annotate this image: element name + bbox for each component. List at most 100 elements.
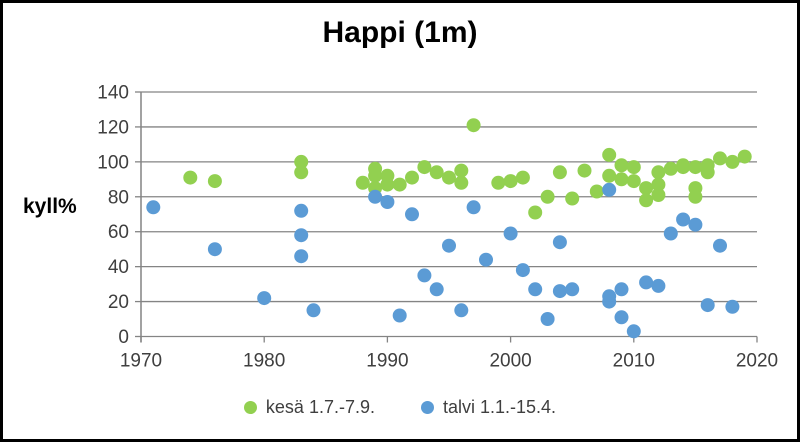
- data-point-kesa: [207, 174, 222, 189]
- data-point-talvi: [294, 228, 309, 243]
- data-point-kesa: [688, 160, 703, 175]
- data-point-kesa: [392, 177, 407, 192]
- data-point-kesa: [713, 151, 727, 166]
- x-tick-label: 2000: [489, 351, 531, 372]
- data-point-kesa: [294, 154, 309, 169]
- data-point-talvi: [503, 226, 518, 241]
- x-tick-label: 1990: [366, 351, 408, 372]
- x-tick-label: 1980: [243, 351, 285, 372]
- data-point-kesa: [405, 170, 419, 185]
- data-point-talvi: [442, 238, 456, 253]
- data-point-talvi: [700, 298, 715, 313]
- data-point-talvi: [392, 308, 407, 323]
- data-point-talvi: [663, 226, 678, 241]
- data-point-talvi: [602, 294, 617, 309]
- y-tick-label: 80: [108, 187, 129, 208]
- data-point-kesa: [466, 118, 481, 133]
- kesa-legend-dot-icon: [243, 401, 257, 414]
- data-point-talvi: [466, 200, 481, 215]
- data-point-kesa: [602, 168, 617, 183]
- data-point-kesa: [614, 158, 629, 173]
- data-point-kesa: [639, 181, 654, 196]
- data-point-kesa: [700, 158, 715, 173]
- data-point-talvi: [405, 207, 419, 222]
- data-point-kesa: [442, 170, 456, 185]
- data-point-kesa: [651, 165, 666, 180]
- data-point-kesa: [614, 172, 629, 187]
- data-point-kesa: [725, 154, 740, 169]
- data-point-talvi: [626, 324, 641, 339]
- data-point-kesa: [380, 177, 395, 192]
- data-point-kesa: [737, 149, 752, 164]
- data-point-kesa: [355, 175, 370, 190]
- data-point-talvi: [528, 282, 543, 297]
- data-point-kesa: [602, 147, 617, 162]
- data-point-kesa: [540, 189, 555, 204]
- data-point-kesa: [503, 174, 518, 189]
- data-point-kesa: [688, 189, 703, 204]
- data-point-talvi: [380, 195, 395, 209]
- legend-item-talvi: talvi 1.1.-15.4.: [421, 397, 556, 418]
- kesa-legend-label: kesä 1.7.-7.9.: [265, 397, 375, 417]
- data-point-kesa: [565, 191, 580, 206]
- data-point-kesa: [528, 205, 543, 220]
- y-tick-label: 60: [108, 222, 129, 243]
- data-point-talvi: [294, 203, 309, 218]
- data-point-talvi: [454, 303, 469, 318]
- data-point-talvi: [614, 282, 629, 297]
- y-tick-label: 20: [108, 292, 129, 313]
- y-tick-label: 120: [97, 117, 129, 138]
- data-point-kesa: [454, 163, 469, 178]
- chart-legend: kesä 1.7.-7.9. talvi 1.1.-15.4.: [3, 397, 797, 418]
- talvi-legend-label: talvi 1.1.-15.4.: [443, 397, 557, 417]
- y-tick-label: 0: [118, 327, 129, 348]
- data-point-talvi: [565, 282, 580, 297]
- data-point-kesa: [491, 175, 506, 190]
- data-point-talvi: [540, 312, 555, 326]
- data-point-kesa: [454, 175, 469, 190]
- talvi-legend-dot-icon: [421, 401, 434, 414]
- data-point-talvi: [688, 217, 703, 232]
- data-point-kesa: [676, 158, 691, 173]
- data-point-talvi: [515, 263, 530, 278]
- chart-title: Happi (1m): [322, 16, 478, 49]
- data-point-kesa: [515, 170, 530, 185]
- data-point-kesa: [651, 188, 666, 202]
- data-point-talvi: [257, 291, 272, 306]
- data-point-talvi: [207, 242, 222, 257]
- data-point-talvi: [639, 275, 654, 290]
- data-point-talvi: [146, 200, 161, 215]
- data-point-kesa: [183, 170, 198, 185]
- y-axis-label: kyll%: [23, 195, 77, 218]
- data-point-kesa: [626, 174, 641, 189]
- data-point-kesa: [589, 184, 604, 199]
- data-point-talvi: [614, 310, 629, 325]
- data-point-talvi: [552, 284, 567, 299]
- data-point-kesa: [651, 177, 666, 192]
- data-point-kesa: [294, 165, 309, 180]
- data-point-talvi: [602, 182, 617, 197]
- data-point-kesa: [639, 193, 654, 208]
- data-point-kesa: [417, 160, 432, 175]
- data-point-kesa: [429, 165, 444, 180]
- x-tick-label: 2010: [613, 351, 655, 372]
- data-point-talvi: [417, 268, 432, 283]
- data-point-kesa: [577, 163, 592, 178]
- data-point-talvi: [306, 303, 321, 318]
- data-point-kesa: [552, 165, 567, 180]
- data-point-talvi: [552, 235, 567, 250]
- data-point-talvi: [368, 189, 383, 204]
- data-point-kesa: [663, 161, 678, 176]
- data-point-talvi: [725, 299, 740, 314]
- plot-area: 0 20 40 60 80 100 120 140 1970 1980 1990 2000 2010 20…: [97, 83, 778, 372]
- legend-item-kesa: kesä 1.7.-7.9.: [243, 397, 375, 418]
- data-point-kesa: [368, 161, 383, 176]
- data-point-talvi: [429, 282, 444, 297]
- data-point-talvi: [713, 238, 727, 253]
- x-tick-label: 2020: [736, 351, 778, 372]
- data-point-talvi: [294, 249, 309, 264]
- data-point-talvi: [651, 278, 666, 293]
- data-point-talvi: [676, 212, 691, 227]
- y-tick-label: 40: [108, 257, 129, 278]
